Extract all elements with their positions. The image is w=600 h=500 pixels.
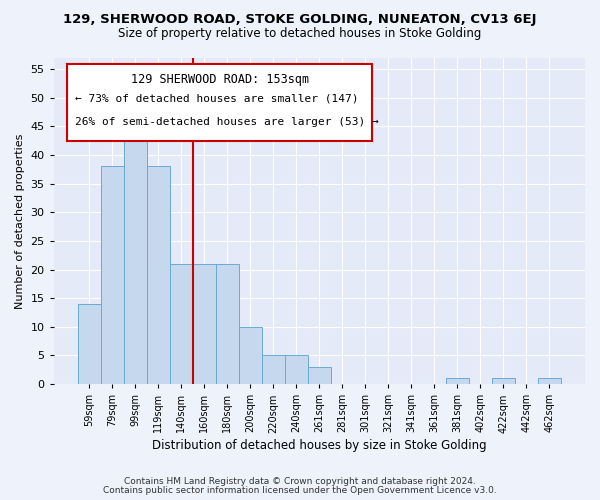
Bar [239, 327, 262, 384]
Bar [124, 126, 147, 384]
Bar [147, 166, 170, 384]
Text: ← 73% of detached houses are smaller (147): ← 73% of detached houses are smaller (14… [75, 94, 358, 104]
Text: Contains HM Land Registry data © Crown copyright and database right 2024.: Contains HM Land Registry data © Crown c… [124, 477, 476, 486]
Y-axis label: Number of detached properties: Number of detached properties [15, 133, 25, 308]
Bar [78, 304, 101, 384]
Bar [101, 166, 124, 384]
Text: Size of property relative to detached houses in Stoke Golding: Size of property relative to detached ho… [118, 28, 482, 40]
Bar [193, 264, 216, 384]
Text: 129, SHERWOOD ROAD, STOKE GOLDING, NUNEATON, CV13 6EJ: 129, SHERWOOD ROAD, STOKE GOLDING, NUNEA… [63, 12, 537, 26]
Text: Contains public sector information licensed under the Open Government Licence v3: Contains public sector information licen… [103, 486, 497, 495]
Text: 129 SHERWOOD ROAD: 153sqm: 129 SHERWOOD ROAD: 153sqm [131, 73, 309, 86]
Bar [308, 367, 331, 384]
Bar [262, 356, 285, 384]
Bar [492, 378, 515, 384]
FancyBboxPatch shape [67, 64, 373, 141]
Bar [285, 356, 308, 384]
Text: 26% of semi-detached houses are larger (53) →: 26% of semi-detached houses are larger (… [75, 118, 379, 128]
Bar [170, 264, 193, 384]
Bar [216, 264, 239, 384]
Bar [538, 378, 561, 384]
X-axis label: Distribution of detached houses by size in Stoke Golding: Distribution of detached houses by size … [152, 440, 487, 452]
Bar [446, 378, 469, 384]
